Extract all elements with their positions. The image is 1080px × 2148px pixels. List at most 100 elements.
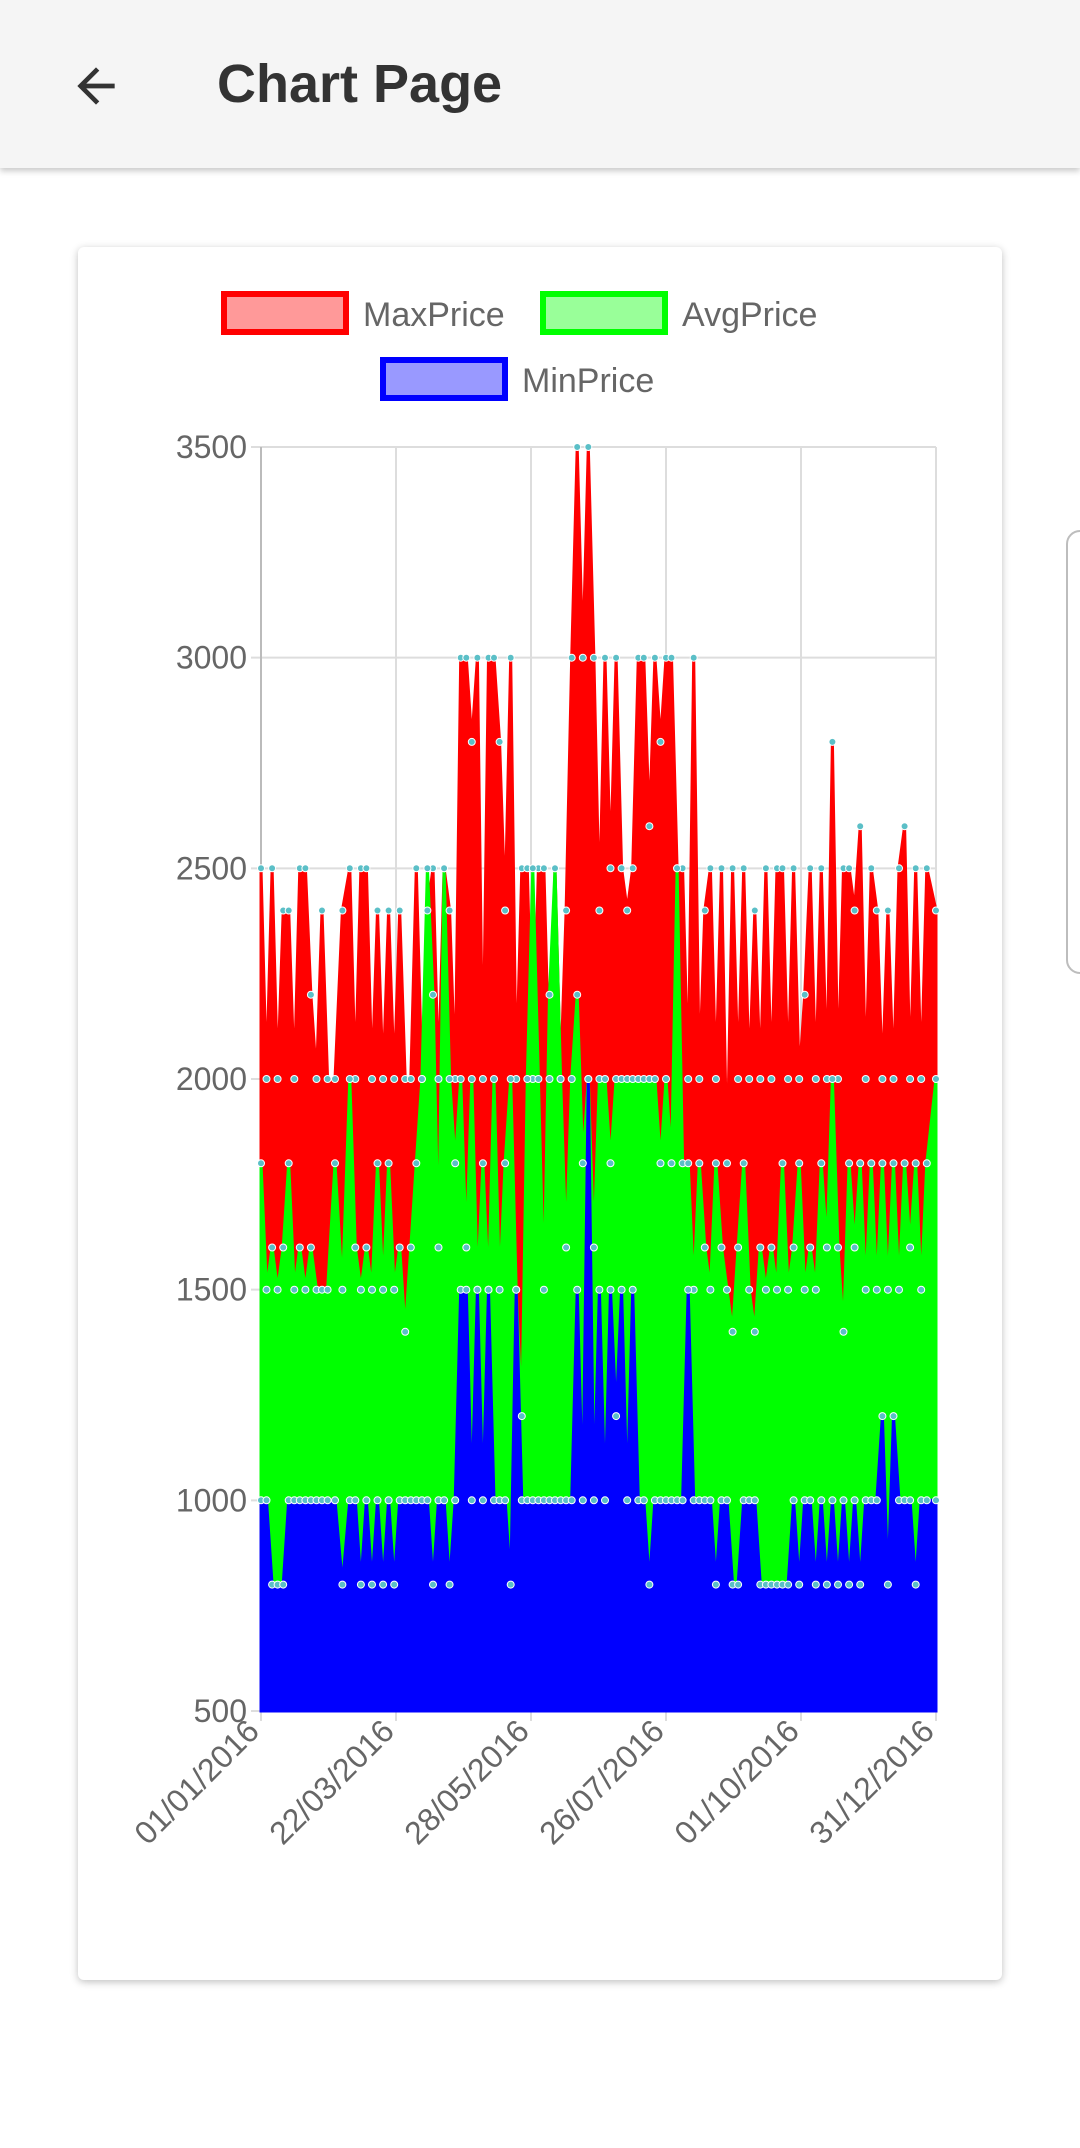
data-point [806, 864, 815, 873]
data-point [545, 1075, 554, 1083]
data-point [434, 1075, 443, 1083]
data-point [456, 1075, 465, 1083]
data-point [351, 1496, 360, 1505]
x-tick-label: 26/07/2016 [532, 1712, 671, 1851]
data-point [368, 1285, 376, 1294]
arrow-left-icon [77, 67, 115, 105]
data-point [839, 1327, 848, 1336]
x-tick-label: 31/12/2016 [802, 1712, 941, 1851]
side-drawer-handle[interactable] [1066, 530, 1080, 974]
data-point [623, 1496, 632, 1505]
data-point [867, 1159, 876, 1168]
data-point [684, 1285, 693, 1294]
data-point [900, 822, 909, 831]
data-point [562, 1243, 571, 1252]
data-point [817, 1496, 826, 1505]
data-point [467, 1496, 476, 1505]
data-point [917, 1075, 926, 1083]
back-button[interactable] [60, 50, 132, 122]
data-point [268, 864, 277, 873]
data-point [379, 1580, 388, 1589]
data-point [922, 1496, 931, 1505]
data-point [373, 1159, 382, 1168]
data-point [490, 653, 498, 662]
data-point [728, 864, 737, 873]
data-point [484, 1285, 493, 1294]
data-point [678, 1496, 687, 1505]
data-point [845, 864, 854, 873]
data-point [584, 1075, 593, 1083]
data-point [867, 864, 876, 873]
data-point [595, 1285, 604, 1294]
y-tick-label: 3500 [176, 429, 247, 465]
data-point [318, 906, 326, 915]
legend-swatch-avgprice [540, 291, 668, 335]
data-point [734, 1243, 743, 1252]
data-point [745, 1075, 754, 1083]
data-point [290, 1075, 299, 1083]
data-point [662, 1075, 670, 1083]
data-point [667, 653, 676, 662]
data-point [362, 864, 371, 873]
data-point [306, 1243, 315, 1252]
data-point [811, 1285, 820, 1294]
data-point [861, 1285, 870, 1294]
data-point [451, 1496, 460, 1505]
data-point [501, 1496, 510, 1505]
data-point [462, 1285, 471, 1294]
data-point [845, 1580, 854, 1589]
data-point [828, 1496, 837, 1505]
data-point [384, 1159, 393, 1168]
data-point [601, 1496, 609, 1505]
data-point [717, 864, 726, 873]
data-point [606, 1285, 615, 1294]
data-point [290, 1285, 299, 1294]
data-point [490, 1075, 498, 1083]
data-point [273, 1075, 282, 1083]
data-point [761, 1285, 770, 1294]
data-point [384, 906, 393, 915]
data-point [872, 1285, 881, 1294]
data-point [806, 1243, 815, 1252]
data-point [856, 1580, 865, 1589]
data-point [917, 1285, 926, 1294]
data-point [617, 864, 626, 873]
data-point [850, 1243, 859, 1252]
data-point [700, 906, 709, 915]
data-point [262, 1496, 271, 1505]
data-point [467, 1075, 476, 1083]
data-point [434, 1243, 443, 1252]
data-point [789, 1496, 798, 1505]
y-tick-label: 1500 [176, 1272, 247, 1308]
data-point [883, 1580, 892, 1589]
data-point [501, 1159, 510, 1168]
legend-label-minprice: MinPrice [522, 362, 654, 400]
data-point [262, 1075, 271, 1083]
data-point [440, 1496, 449, 1505]
data-point [528, 864, 537, 873]
data-point [345, 1075, 354, 1083]
data-point [706, 1285, 715, 1294]
data-point [861, 1075, 870, 1083]
data-point [523, 1075, 532, 1083]
data-point [573, 990, 582, 999]
data-point [578, 653, 587, 662]
data-point [628, 864, 637, 873]
data-point [539, 864, 548, 873]
data-point [406, 1075, 415, 1083]
data-point [595, 906, 604, 915]
series-area-minprice [259, 1078, 938, 1713]
data-point [883, 906, 892, 915]
data-point [711, 1075, 720, 1083]
data-point [495, 1285, 504, 1294]
data-point [395, 906, 404, 915]
data-point [379, 1075, 388, 1083]
data-point [872, 906, 881, 915]
data-point [795, 1075, 804, 1083]
data-point [273, 1285, 282, 1294]
data-point [445, 906, 454, 915]
app-bar: Chart Page [0, 0, 1080, 168]
data-point [534, 1075, 543, 1083]
data-point [922, 1159, 931, 1168]
data-point [806, 1496, 815, 1505]
